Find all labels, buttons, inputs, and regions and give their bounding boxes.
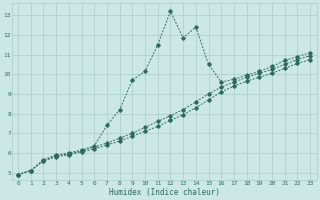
X-axis label: Humidex (Indice chaleur): Humidex (Indice chaleur) [108, 188, 220, 197]
